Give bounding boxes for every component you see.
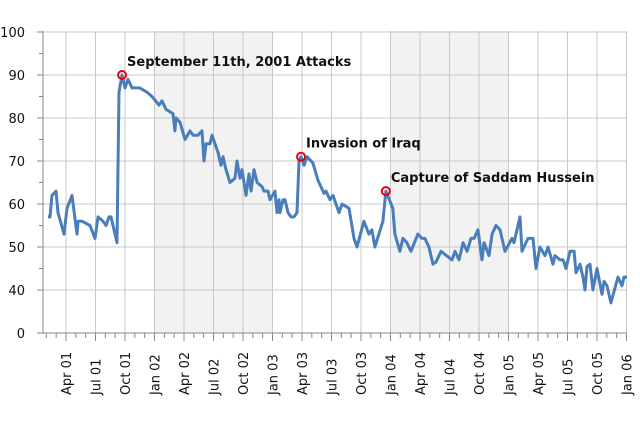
approval-series-line	[48, 73, 627, 305]
x-tick-label: Jul 04	[443, 359, 458, 396]
x-tick-label: Oct 02	[237, 352, 252, 395]
x-tick-label: Oct 03	[355, 352, 370, 395]
event-marker	[380, 186, 391, 197]
x-tick-label: Jan 03	[266, 354, 281, 396]
x-tick-label: Jul 03	[325, 359, 340, 396]
x-tick-label: Oct 04	[473, 352, 488, 395]
y-tick-label: 60	[8, 198, 25, 213]
x-tick-label: Jan 04	[384, 354, 399, 396]
x-tick-label: Jan 05	[502, 354, 517, 396]
y-tick-label: 100	[0, 26, 25, 41]
x-tick-label: Oct 05	[591, 352, 606, 395]
event-marker	[296, 151, 307, 162]
x-tick-label: Oct 01	[119, 352, 134, 395]
x-tick-label: Jan 02	[148, 354, 163, 396]
y-tick-label: 80	[8, 112, 25, 127]
y-tick-label: 50	[8, 241, 25, 256]
y-tick-label: 40	[8, 284, 25, 299]
y-tick-label: 70	[8, 155, 25, 170]
x-tick-label: Apr 03	[296, 352, 311, 395]
event-label: September 11th, 2001 Attacks	[127, 55, 351, 70]
x-tick-label: Jul 01	[89, 359, 104, 396]
x-tick-label: Jan 06	[620, 354, 635, 396]
x-tick-label: Apr 01	[60, 352, 75, 395]
x-tick-label: Jul 02	[207, 359, 222, 396]
event-marker	[117, 70, 128, 80]
event-label: Capture of Saddam Hussein	[391, 171, 595, 186]
y-tick-label: 0	[17, 327, 25, 342]
y-tick-label: 90	[8, 69, 25, 84]
x-tick-label: Jul 05	[561, 359, 576, 396]
x-tick-label: Apr 02	[178, 352, 193, 395]
x-tick-label: Apr 04	[414, 352, 429, 395]
x-tick-label: Apr 05	[532, 352, 547, 395]
event-label: Invasion of Iraq	[306, 137, 421, 152]
